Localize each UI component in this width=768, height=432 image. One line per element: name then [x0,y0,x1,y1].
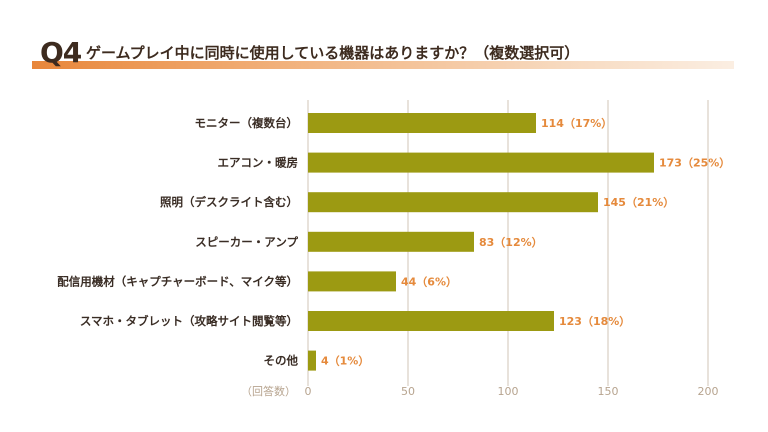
x-tick-label: 200 [698,385,719,398]
data-label: 4（1%） [321,355,369,368]
question-title: ゲームプレイ中に同時に使用している機器はありますか？（複数選択可） [86,44,580,62]
category-label: その他 [264,354,299,368]
x-tick-label: 50 [401,385,415,398]
data-label: 145（21%） [603,196,674,209]
data-label: 114（17%） [541,117,612,130]
bar [308,113,536,133]
bar [308,231,474,252]
bar [308,311,554,331]
bar [308,271,396,292]
bar [308,152,654,173]
category-label: スマホ・タブレット（攻略サイト閲覧等） [80,314,298,328]
x-tick-label: 0 [305,385,312,398]
question-number: Q4 [40,36,82,69]
axis-unit-label: （回答数） [241,384,296,398]
data-label: 123（18%） [559,315,630,328]
bar [308,192,598,213]
category-label: スピーカー・アンプ [195,235,298,249]
chart-header: Q4 ゲームプレイ中に同時に使用している機器はありますか？（複数選択可） [32,38,736,72]
data-label: 44（6%） [401,275,457,288]
category-label: エアコン・暖房 [218,156,299,170]
data-label: 173（25%） [659,157,730,170]
data-label: 83（12%） [479,236,543,249]
category-label: 照明（デスクライト含む） [160,195,298,209]
x-tick-label: 100 [498,385,519,398]
bar [308,350,316,371]
category-label: モニター（複数台） [195,116,299,130]
x-tick-label: 150 [598,385,619,398]
header-accent-band [32,61,734,69]
category-label: 配信用機材（キャプチャーボード、マイク等） [57,274,298,288]
